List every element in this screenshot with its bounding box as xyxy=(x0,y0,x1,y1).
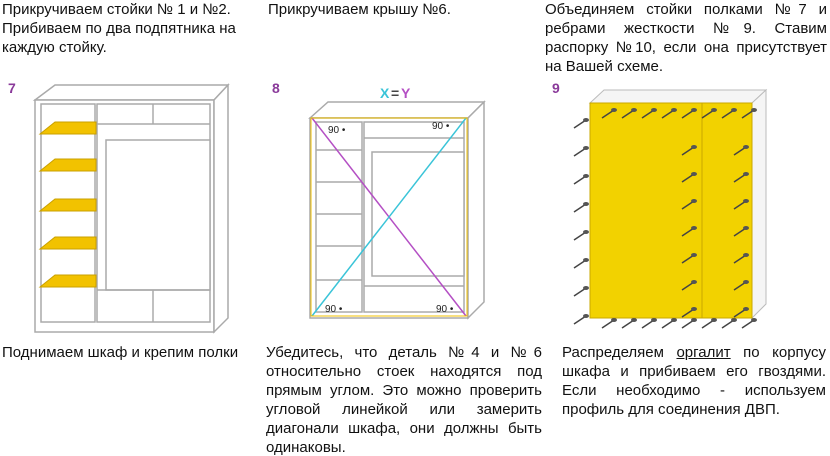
text-part: Распределяем xyxy=(562,344,664,361)
nail-head xyxy=(731,318,737,322)
nail-head xyxy=(583,230,589,234)
text-part: по корпусу шкафа и прибиваем его гвоздям… xyxy=(562,344,826,418)
step-bottom-text: Поднимаем шкаф и крепим полки xyxy=(2,344,239,361)
nail-head xyxy=(583,174,589,178)
nail-head xyxy=(583,286,589,290)
nail-head xyxy=(743,226,749,230)
step-bottom-text: Убедитесь, что деталь №4 и №6 относитель… xyxy=(266,344,542,456)
nail-head xyxy=(691,280,697,284)
step-top-text: Прикручиваем стойки № 1 и №2. Прибиваем … xyxy=(2,1,236,56)
step-number: 8 xyxy=(272,80,280,96)
angle-label: 90 • xyxy=(328,125,346,136)
nail-head xyxy=(671,108,677,112)
step-number: 7 xyxy=(8,80,16,96)
nail-head xyxy=(691,226,697,230)
nail-head xyxy=(691,318,697,322)
nail-head xyxy=(631,318,637,322)
nail-head xyxy=(691,253,697,257)
nail-head xyxy=(743,199,749,203)
nail-head xyxy=(583,314,589,318)
nail-head xyxy=(651,108,657,112)
nail-head xyxy=(651,318,657,322)
angle-label: 90 • xyxy=(436,304,454,315)
nail-head xyxy=(583,202,589,206)
nail-head xyxy=(611,318,617,322)
nail-head xyxy=(583,118,589,122)
nail-head xyxy=(743,307,749,311)
shelves xyxy=(38,121,97,288)
nail-head xyxy=(691,145,697,149)
nail-head xyxy=(691,172,697,176)
step-number: 9 xyxy=(552,80,560,96)
step-bottom-text: Распределяем оргалит по корпусу шкафа и … xyxy=(562,343,826,419)
nail-head xyxy=(631,108,637,112)
angle-label: 90 • xyxy=(325,304,343,315)
back-panel xyxy=(588,88,768,320)
nail-head xyxy=(743,145,749,149)
nail-head xyxy=(691,108,697,112)
diagonal-y: Y xyxy=(401,85,411,101)
text-part: оргалит xyxy=(676,344,731,361)
nail-head xyxy=(583,258,589,262)
step-top-text: Объединяем стойки полками №7 и ребрами ж… xyxy=(545,1,827,75)
nail-head xyxy=(751,318,757,322)
nail-head xyxy=(691,199,697,203)
nail-head xyxy=(671,318,677,322)
nail-head xyxy=(731,108,737,112)
nail-head xyxy=(711,108,717,112)
nail-head xyxy=(743,253,749,257)
angle-label: 90 • xyxy=(432,121,450,132)
nail-head xyxy=(711,318,717,322)
diagonal-x: X xyxy=(380,85,390,101)
nails xyxy=(573,108,757,329)
nail-head xyxy=(743,172,749,176)
diagonal-eq: = xyxy=(391,85,399,101)
nail-head xyxy=(691,307,697,311)
cabinet-open xyxy=(32,83,230,334)
nail-head xyxy=(751,108,757,112)
nail-head xyxy=(583,146,589,150)
nail-head xyxy=(611,108,617,112)
step-top-text: Прикручиваем крышу №6. xyxy=(268,1,451,18)
nail-head xyxy=(743,280,749,284)
